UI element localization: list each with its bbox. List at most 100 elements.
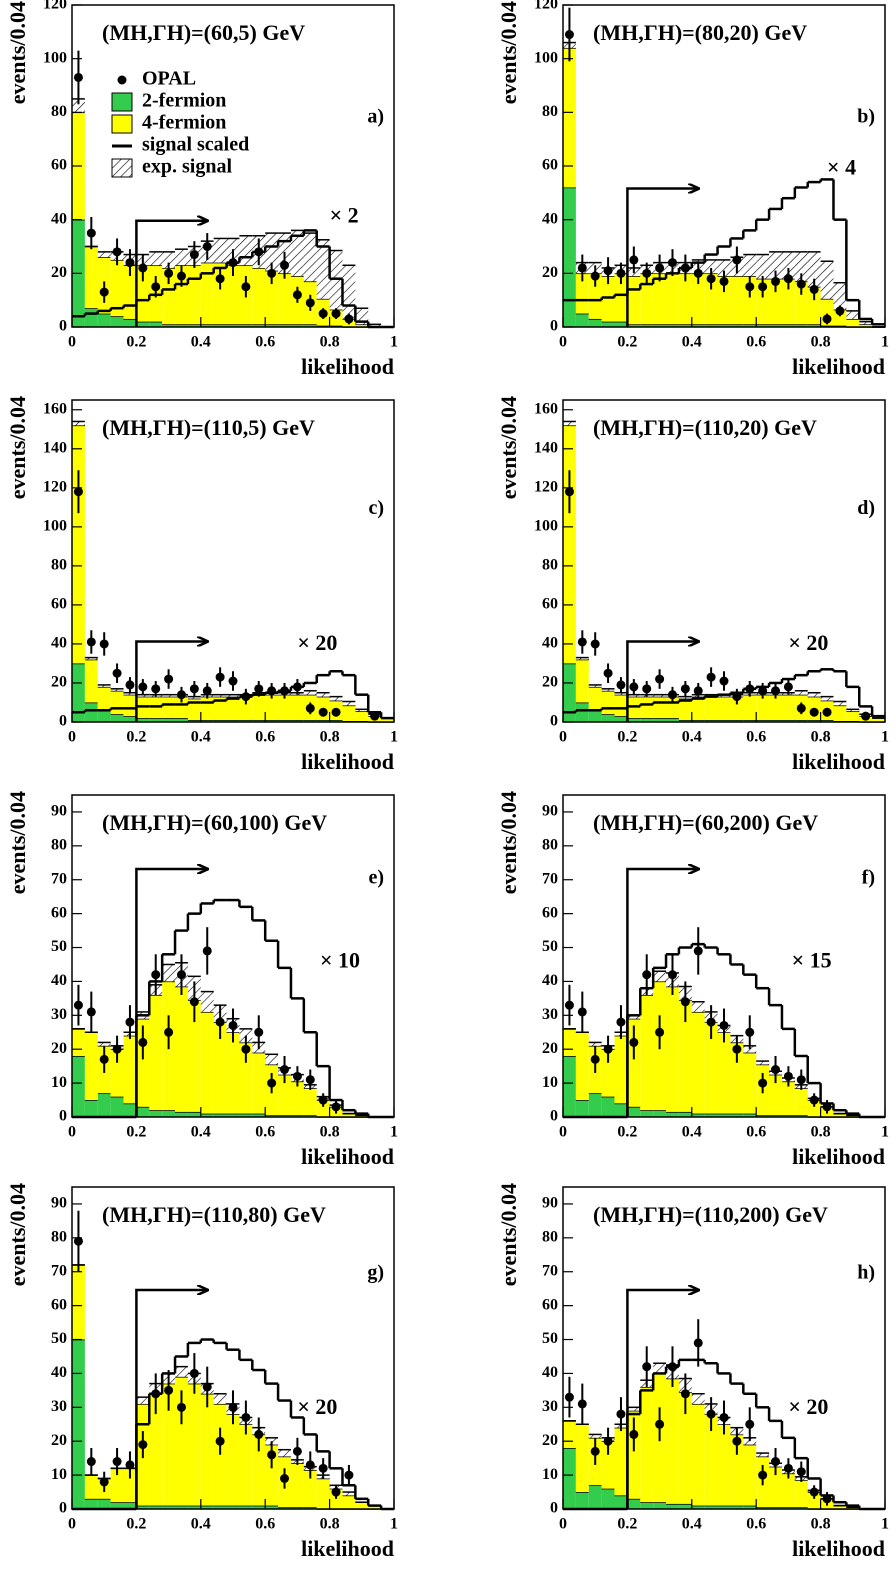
stack-bar	[769, 1507, 782, 1509]
stack-bar	[84, 1498, 98, 1509]
x-tick-label: 1	[390, 1516, 398, 1533]
x-tick-label: 1	[881, 1124, 889, 1141]
data-point	[564, 30, 574, 40]
stack-bar	[717, 1505, 731, 1509]
hatch-bar	[342, 1492, 356, 1496]
stack-bar	[666, 273, 679, 325]
y-tick-label: 80	[51, 837, 67, 854]
stack-bar	[149, 1110, 163, 1117]
data-point	[305, 298, 315, 308]
stack-bar	[794, 1480, 808, 1508]
y-tick-label: 40	[51, 1364, 67, 1381]
stack-bar	[627, 718, 641, 722]
stack-bar	[303, 1470, 317, 1508]
y-tick-label: 100	[534, 49, 558, 66]
hatch-bar	[213, 1393, 227, 1404]
stack-bar	[316, 1478, 330, 1509]
data-point	[616, 1017, 626, 1027]
y-tick-label: 160	[43, 400, 67, 417]
stack-bar	[84, 1032, 98, 1101]
data-point	[305, 1460, 315, 1470]
data-point	[125, 1017, 135, 1027]
data-point	[176, 970, 186, 980]
data-point	[642, 1362, 652, 1372]
y-tick-label: 40	[51, 210, 67, 227]
stack-bar	[226, 324, 240, 327]
data-point	[73, 72, 83, 82]
x-tick-label: 0.6	[255, 729, 275, 746]
y-tick-label: 40	[51, 972, 67, 989]
stack-bar	[601, 321, 615, 327]
stack-bar	[123, 1035, 137, 1104]
stack-bar	[640, 324, 654, 327]
hatch-bar	[265, 233, 279, 271]
stack-bar	[123, 318, 137, 327]
data-point	[758, 282, 768, 292]
stack-bar	[678, 720, 692, 722]
y-tick-label: 40	[542, 1364, 558, 1381]
hatch-bar	[97, 684, 111, 687]
data-point	[745, 1027, 755, 1037]
hatch-bar	[355, 709, 369, 712]
x-tick-label: 0.4	[682, 1516, 702, 1533]
data-point	[292, 682, 302, 692]
stack-bar	[743, 1052, 757, 1114]
y-tick-label: 80	[51, 557, 67, 574]
scale-label: × 20	[788, 630, 828, 655]
hatch-bar	[187, 696, 201, 699]
data-point	[331, 1102, 341, 1112]
stack-bar	[704, 273, 718, 325]
y-tick-label: 20	[542, 264, 558, 281]
stack-bar	[678, 1503, 692, 1509]
stack-bar	[342, 1495, 356, 1509]
stack-bar	[252, 1113, 266, 1117]
data-point	[86, 228, 96, 238]
stack-bar	[200, 1113, 214, 1117]
stack-bar	[794, 324, 808, 327]
hatch-bar	[563, 421, 576, 426]
y-axis-label: events/0.04	[5, 396, 30, 499]
data-point	[86, 1007, 96, 1017]
y-tick-label: 30	[542, 1398, 558, 1415]
data-point	[655, 674, 665, 684]
stack-bar	[200, 262, 214, 325]
data-point	[164, 268, 174, 278]
data-point	[176, 1402, 186, 1412]
stack-bar	[278, 1074, 291, 1116]
data-point	[280, 1065, 290, 1075]
hatch-bar	[846, 709, 860, 712]
stack-bar	[769, 278, 782, 325]
y-tick-label: 0	[59, 318, 67, 335]
data-point	[86, 637, 96, 647]
data-point	[254, 247, 264, 257]
y-tick-label: 80	[542, 1229, 558, 1246]
panel-title: (MH,ΓH)=(60,200) GeV	[593, 810, 818, 835]
data-point	[680, 1389, 690, 1399]
data-point	[215, 274, 225, 284]
x-tick-label: 0.4	[191, 729, 211, 746]
stack-bar	[265, 720, 279, 722]
stack-bar	[846, 1507, 860, 1509]
data-point	[176, 690, 186, 700]
hatch-bar	[162, 964, 176, 982]
stack-bar	[691, 720, 705, 722]
hatch-bar	[588, 684, 602, 687]
x-tick-label: 1	[390, 334, 398, 351]
stack-bar	[846, 1115, 860, 1117]
stack-bar	[846, 318, 860, 327]
data-point	[318, 707, 328, 717]
data-point	[629, 255, 639, 265]
hatch-bar	[588, 1042, 602, 1046]
y-tick-label: 90	[51, 803, 67, 820]
hatch-bar	[290, 230, 304, 277]
stack-bar	[640, 1502, 654, 1509]
frame	[71, 794, 395, 1118]
data-point	[667, 1362, 677, 1372]
stack-bar	[601, 1096, 615, 1117]
y-tick-label: 60	[542, 904, 558, 921]
y-tick-label: 100	[43, 518, 67, 535]
stack-bar	[769, 694, 782, 721]
stack-bar	[110, 259, 124, 317]
x-axis-label: likelihood	[301, 1536, 394, 1561]
stack-bar	[601, 276, 615, 322]
